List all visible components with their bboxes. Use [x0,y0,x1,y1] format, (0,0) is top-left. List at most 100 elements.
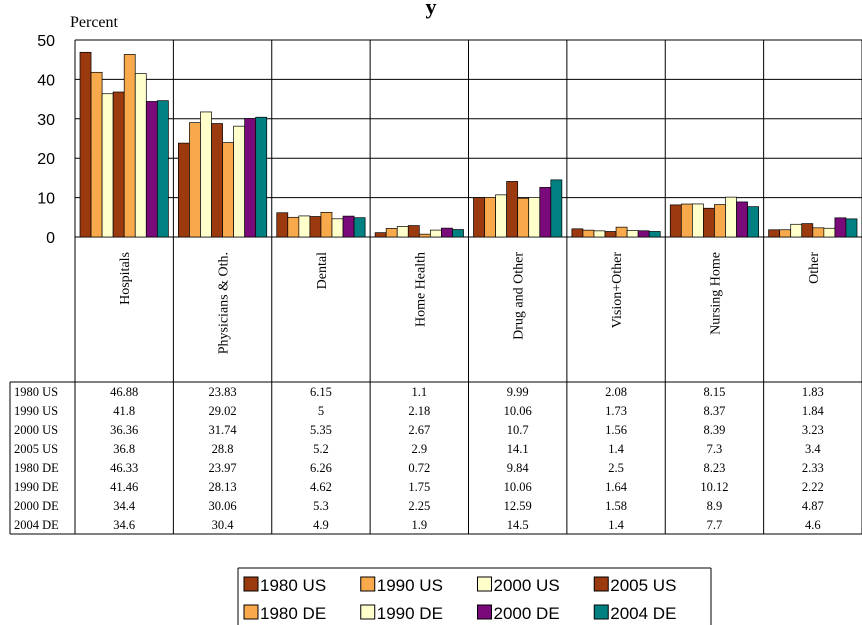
table-cell: 10.06 [504,480,532,494]
bar [550,179,563,238]
bar [452,229,464,238]
bar [90,71,103,238]
table-cell: 28.13 [209,480,237,494]
bar [571,228,584,238]
bar [331,218,344,238]
bar [648,231,661,238]
x-category-label: Drug and Other [512,252,527,340]
table-cell: 8.9 [707,499,723,513]
table-cell: 23.97 [209,461,237,475]
bar [768,229,781,238]
bar [374,232,387,238]
table-cell: 2.5 [608,461,624,475]
table-cell: 5.2 [313,442,329,456]
table-cell: 36.36 [110,423,138,437]
table-cell: 7.7 [707,518,723,532]
legend-swatch [243,604,259,620]
bar [134,73,147,238]
table-cell: 1.73 [605,404,627,418]
x-category-label: Vision+Other [610,252,625,329]
legend-label: 2004 DE [610,604,676,623]
legend-swatch [593,604,609,620]
table-cell: 6.15 [310,385,332,399]
x-category-label: Nursing Home [708,252,723,335]
bar [189,122,201,238]
table-cell: 30.4 [212,518,235,532]
table-cell: 5.35 [310,423,332,437]
table-cell: 14.5 [507,518,529,532]
table-cell: 41.8 [113,404,135,418]
bar [79,51,92,238]
bar [396,226,409,238]
table-cell: 9.84 [507,461,530,475]
bar [320,211,333,238]
table-cell: 8.37 [704,404,726,418]
table-cell: 31.74 [209,423,238,437]
table-cell: 2.33 [802,461,824,475]
table-cell: 1.64 [605,480,628,494]
legend-label: 2000 US [494,576,560,595]
bar [517,197,530,238]
bar [200,111,212,238]
x-category-label: Hospitals [118,252,133,305]
bar [506,181,519,238]
bar [615,226,628,238]
bar [714,204,726,238]
table-cell: 2.25 [408,499,430,513]
x-category-label: Other [807,252,822,284]
bar [298,215,311,238]
legend-swatch [477,604,492,620]
bar [703,207,715,238]
table-cell: 7.3 [707,442,723,456]
bar [812,227,825,238]
table-cell: 1.75 [408,480,430,494]
table-cell: 2.08 [605,385,627,399]
bar [255,116,268,238]
bar [145,101,158,238]
bar [845,218,858,238]
bar [276,212,289,238]
table-cell: 12.59 [504,499,532,513]
bar [539,187,552,238]
table-cell: 4.87 [802,499,824,513]
table-cell: 1.84 [802,404,825,418]
bar [779,229,792,238]
table-row-label: 2000 DE [14,499,59,513]
bar [233,125,246,238]
bar [407,225,420,238]
table-row-label: 1990 DE [14,480,59,494]
bar [430,229,442,238]
table-cell: 10.7 [507,423,529,437]
legend-label: 1990 DE [377,604,443,623]
table-cell: 29.02 [209,404,237,418]
table-cell: 41.46 [110,480,138,494]
table-cell: 4.9 [313,518,329,532]
bar [123,54,136,238]
table-cell: 10.12 [700,480,728,494]
bar [385,228,398,238]
table-cell: 2.18 [408,404,430,418]
bar [680,203,693,238]
bar [626,230,639,238]
table-cell: 1.4 [608,518,624,532]
table-cell: 1.56 [605,423,627,437]
bar [528,197,541,238]
table-cell: 28.8 [212,442,234,456]
table-cell: 2.22 [802,480,824,494]
table-row-label: 2000 US [14,423,58,437]
table-row-label: 1980 DE [14,461,59,475]
table-cell: 1.9 [412,518,428,532]
table-cell: 6.26 [310,461,332,475]
bar [669,204,682,238]
table-cell: 3.23 [802,423,824,437]
table-cell: 1.83 [802,385,824,399]
y-tick-label: 30 [37,112,55,129]
y-tick-label: 10 [37,191,55,208]
table-cell: 8.15 [704,385,726,399]
table-cell: 34.6 [113,518,135,532]
table-cell: 23.83 [209,385,237,399]
y-tick-label: 0 [46,230,55,247]
table-cell: 46.88 [110,385,138,399]
bar [736,201,748,238]
